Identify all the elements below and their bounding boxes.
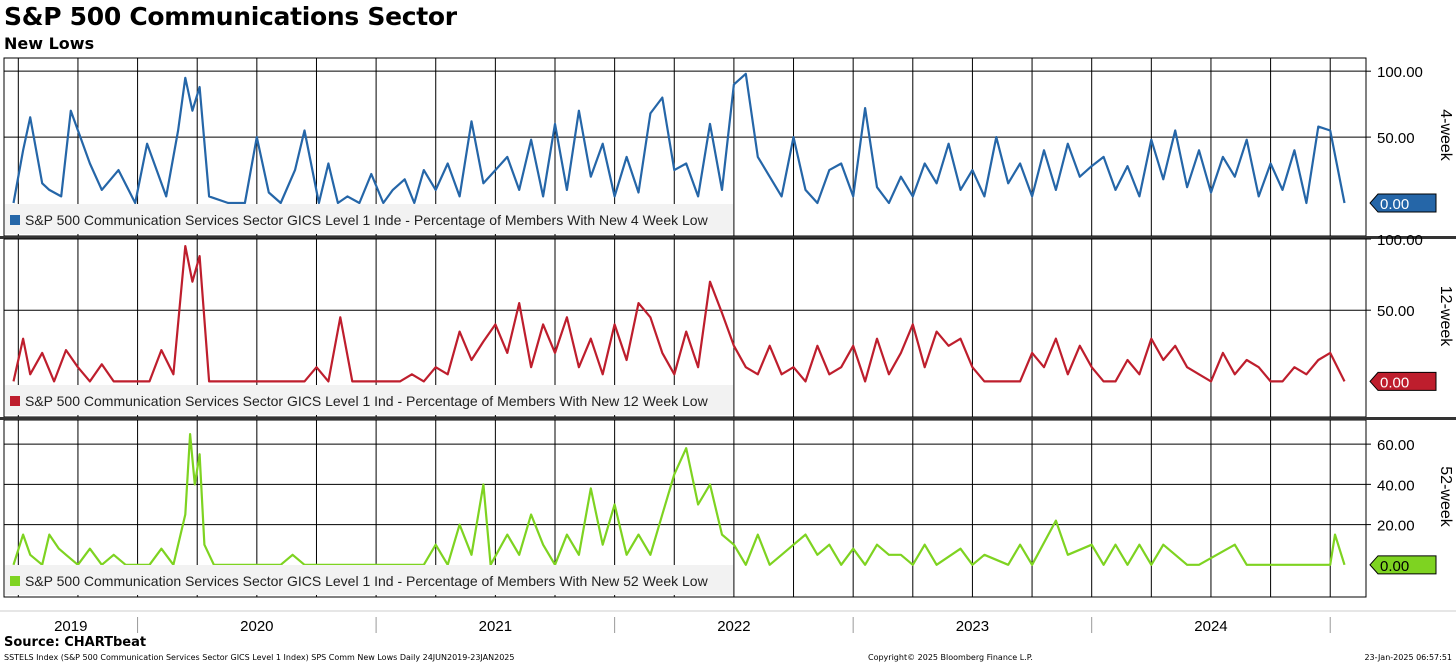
chart-subtitle: New Lows	[4, 34, 95, 53]
panel-label: 4-week	[1437, 109, 1454, 162]
y-tick-label: 100.00	[1377, 232, 1423, 249]
series-line-4-week	[12, 72, 1346, 205]
y-tick-label: 60.00	[1377, 437, 1415, 454]
x-axis: 2019 2020 2021 2022 2023 2024	[0, 610, 1456, 635]
y-tick-label: 20.00	[1377, 518, 1415, 535]
last-value-tag	[1369, 555, 1437, 575]
copyright: Copyright© 2025 Bloomberg Finance L.P.	[868, 653, 1033, 662]
legend-box	[5, 204, 733, 234]
legend-label: S&P 500 Communication Services Sector GI…	[25, 393, 709, 409]
panel-label: 12-week	[1437, 286, 1454, 347]
series-line-52-week	[12, 433, 1346, 566]
panel-label: 52-week	[1437, 466, 1454, 527]
legend-box	[5, 565, 733, 595]
y-tick-label: 50.00	[1377, 303, 1415, 320]
y-tick-label: 100.00	[1377, 64, 1423, 81]
legend-label: S&P 500 Communication Services Sector GI…	[25, 573, 709, 589]
x-tick-label: 2024	[1194, 618, 1227, 635]
last-value-label: 0.00	[1380, 196, 1409, 213]
series-line-12-week	[12, 245, 1346, 383]
legend-label: S&P 500 Communication Services Sector GI…	[25, 212, 709, 228]
x-tick-label: 2022	[717, 618, 750, 635]
y-tick-label: 40.00	[1377, 477, 1415, 494]
x-tick-label: 2020	[240, 618, 273, 635]
x-tick-label: 2019	[54, 618, 87, 635]
index-description: SSTELS Index (S&P 500 Communication Serv…	[4, 653, 515, 662]
timestamp: 23-Jan-2025 06:57:51	[1364, 653, 1452, 662]
legend-swatch	[10, 576, 20, 586]
legend-swatch	[10, 396, 20, 406]
source-label: Source: CHARTbeat	[4, 635, 147, 650]
last-value-tag	[1369, 193, 1437, 213]
last-value-label: 0.00	[1380, 558, 1409, 575]
last-value-label: 0.00	[1380, 374, 1409, 391]
x-tick-label: 2023	[956, 618, 989, 635]
legend-swatch	[10, 215, 20, 225]
legend-box	[5, 385, 733, 415]
x-tick-label: 2021	[479, 618, 512, 635]
chart-title: S&P 500 Communications Sector	[4, 2, 457, 31]
last-value-tag	[1369, 371, 1437, 391]
y-tick-label: 50.00	[1377, 130, 1415, 147]
